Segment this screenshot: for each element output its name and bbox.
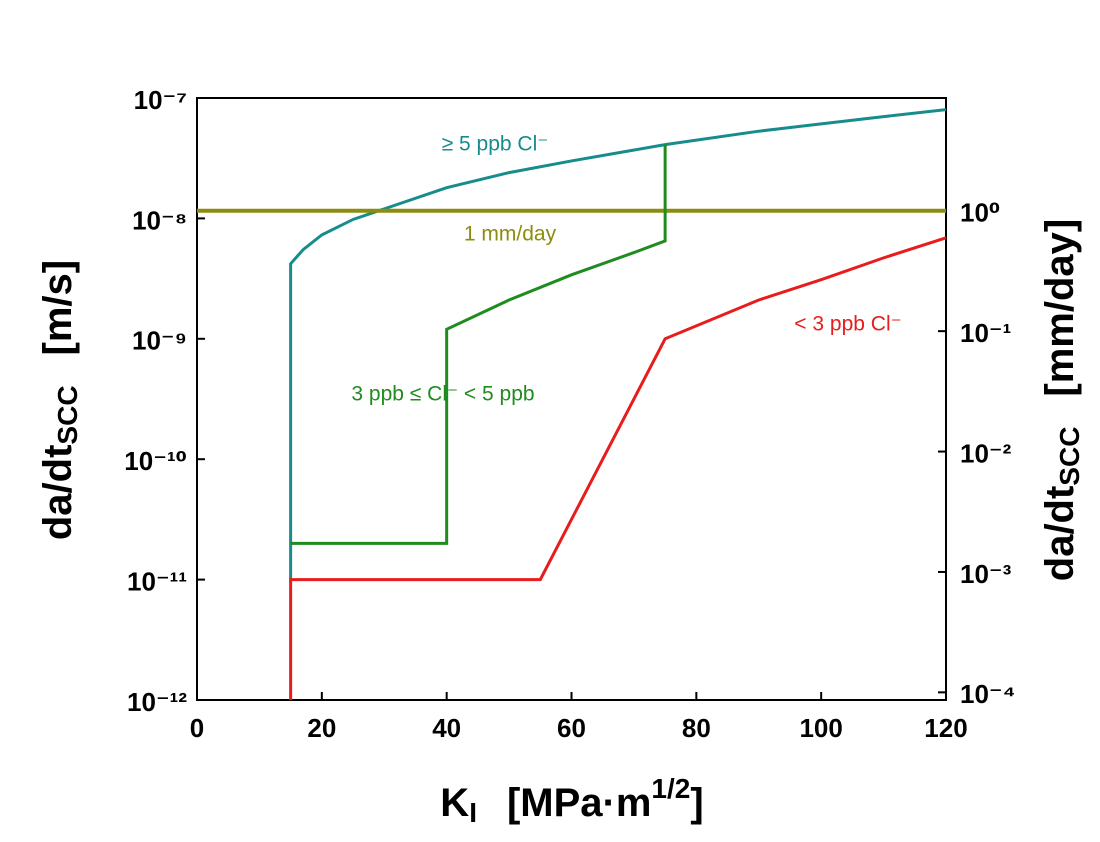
x-axis-label-unit: [MPa·m bbox=[507, 781, 651, 825]
series-label: < 3 ppb Cl⁻ bbox=[794, 313, 901, 336]
y2-tick-label: 10⁰ bbox=[960, 198, 1000, 228]
x-tick-label: 40 bbox=[432, 713, 461, 743]
x-axis-label-sub: I bbox=[469, 797, 477, 828]
y-tick-label: 10⁻¹⁰ bbox=[124, 446, 187, 476]
y-tick-label: 10⁻⁸ bbox=[132, 205, 187, 235]
y-axis-label-sub: SCC bbox=[52, 385, 83, 444]
x-tick-label: 80 bbox=[682, 713, 711, 743]
x-axis-label-sup: 1/2 bbox=[651, 773, 690, 804]
y-tick-label: 10⁻¹¹ bbox=[127, 566, 187, 596]
series-line bbox=[289, 236, 947, 700]
y2-tick-label: 10⁻² bbox=[960, 438, 1012, 468]
y-axis-label-main: da/dt bbox=[36, 445, 80, 541]
y-tick-label: 10⁻¹² bbox=[127, 687, 187, 717]
y2-axis-label-sub: SCC bbox=[1054, 427, 1085, 486]
y-tick-label: 10⁻⁷ bbox=[134, 85, 187, 115]
y2-tick-label: 10⁻³ bbox=[960, 559, 1012, 589]
y-axis-label: da/dtSCC [m/s] bbox=[36, 260, 84, 540]
x-axis-label: KI [MPa·m1/2] bbox=[440, 773, 703, 828]
x-tick-label: 100 bbox=[799, 713, 842, 743]
y2-axis-label-unit: [mm/day] bbox=[1038, 219, 1082, 397]
y-tick-label: 10⁻⁹ bbox=[132, 326, 187, 356]
x-tick-label: 60 bbox=[557, 713, 586, 743]
x-axis-label-main: K bbox=[440, 781, 469, 825]
series-line bbox=[290, 144, 667, 545]
y2-axis-label-main: da/dt bbox=[1038, 486, 1082, 582]
series-label: 1 mm/day bbox=[464, 223, 557, 246]
series-label: 3 ppb ≤ Cl⁻ < 5 ppb bbox=[351, 383, 534, 406]
y2-axis-label: da/dtSCC [mm/day] bbox=[1038, 219, 1086, 581]
x-axis-label-close: ] bbox=[690, 781, 703, 825]
x-tick-label: 120 bbox=[924, 713, 967, 743]
series-line bbox=[289, 108, 947, 580]
y-axis-label-unit: [m/s] bbox=[36, 260, 80, 356]
x-tick-label: 0 bbox=[190, 713, 204, 743]
plot-frame bbox=[196, 97, 947, 701]
x-tick-label: 20 bbox=[307, 713, 336, 743]
y2-tick-label: 10⁻⁴ bbox=[960, 679, 1016, 709]
series-label: ≥ 5 ppb Cl⁻ bbox=[442, 133, 549, 156]
y2-tick-label: 10⁻¹ bbox=[960, 318, 1011, 348]
